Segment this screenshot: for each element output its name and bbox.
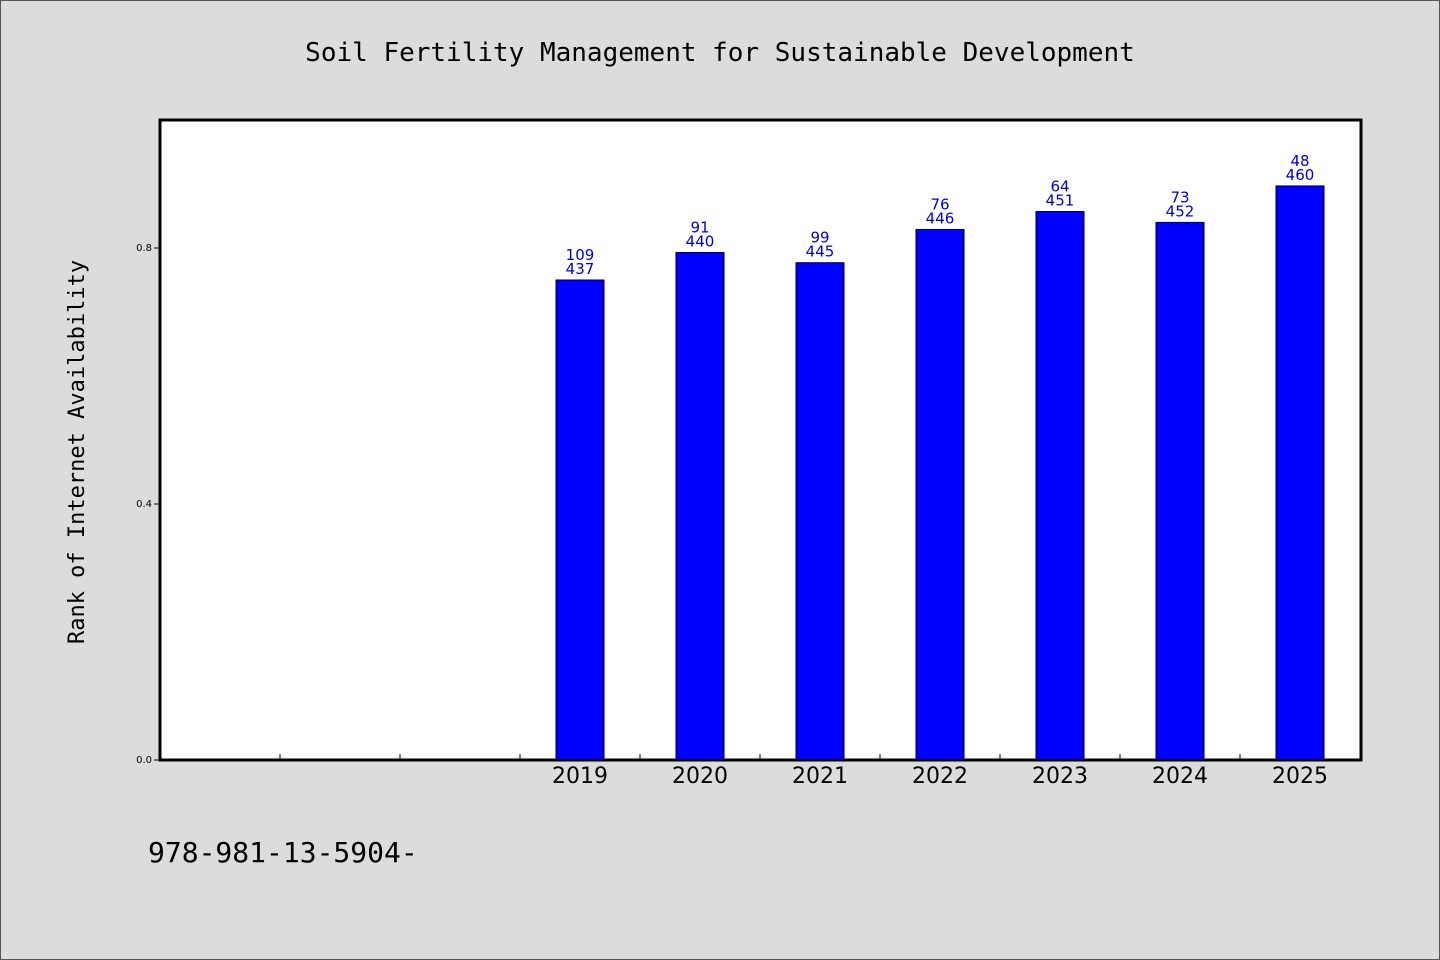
y-axis: 0.0 0.4 0.8 xyxy=(136,243,160,766)
bar-label-bottom: 460 xyxy=(1286,166,1315,184)
x-tick-label: 2022 xyxy=(912,764,968,789)
bar xyxy=(915,228,965,761)
bar xyxy=(555,279,605,761)
y-axis-label: Rank of Internet Availability xyxy=(65,260,90,644)
x-axis: 2019 2020 2021 2022 2023 2024 2025 xyxy=(279,754,1328,789)
bar xyxy=(1035,211,1085,761)
chart-title: Soil Fertility Management for Sustainabl… xyxy=(305,38,1135,68)
bar-label-top: 91 xyxy=(690,218,709,236)
bar-label-bottom: 446 xyxy=(926,209,955,227)
bar-label-top: 109 xyxy=(566,246,595,264)
y-tick-label: 0.8 xyxy=(136,243,152,254)
bar xyxy=(1275,185,1325,761)
x-tick-label: 2023 xyxy=(1032,764,1088,789)
bar-label-bottom: 451 xyxy=(1046,192,1075,210)
bar xyxy=(675,251,725,761)
footer-text: 978-981-13-5904- xyxy=(148,836,418,869)
bar-label-top: 99 xyxy=(810,229,829,247)
x-tick-label: 2021 xyxy=(792,764,848,789)
bar-label-top: 73 xyxy=(1170,188,1189,206)
bar xyxy=(1155,221,1205,761)
y-tick-label: 0.4 xyxy=(136,499,152,510)
bar-label-bottom: 445 xyxy=(806,243,835,261)
x-tick-label: 2025 xyxy=(1272,764,1328,789)
bar-label-top: 76 xyxy=(930,195,949,213)
bar-label-bottom: 437 xyxy=(566,260,595,278)
y-tick-label: 0.0 xyxy=(136,755,152,766)
bar xyxy=(795,262,845,761)
bar-label-top: 64 xyxy=(1050,178,1069,196)
x-tick-label: 2019 xyxy=(552,764,608,789)
bar-label-bottom: 452 xyxy=(1166,202,1195,220)
bar-label-top: 48 xyxy=(1290,152,1309,170)
x-tick-label: 2024 xyxy=(1152,764,1208,789)
bar-label-bottom: 440 xyxy=(686,232,715,250)
x-tick-label: 2020 xyxy=(672,764,728,789)
bars xyxy=(555,185,1325,761)
